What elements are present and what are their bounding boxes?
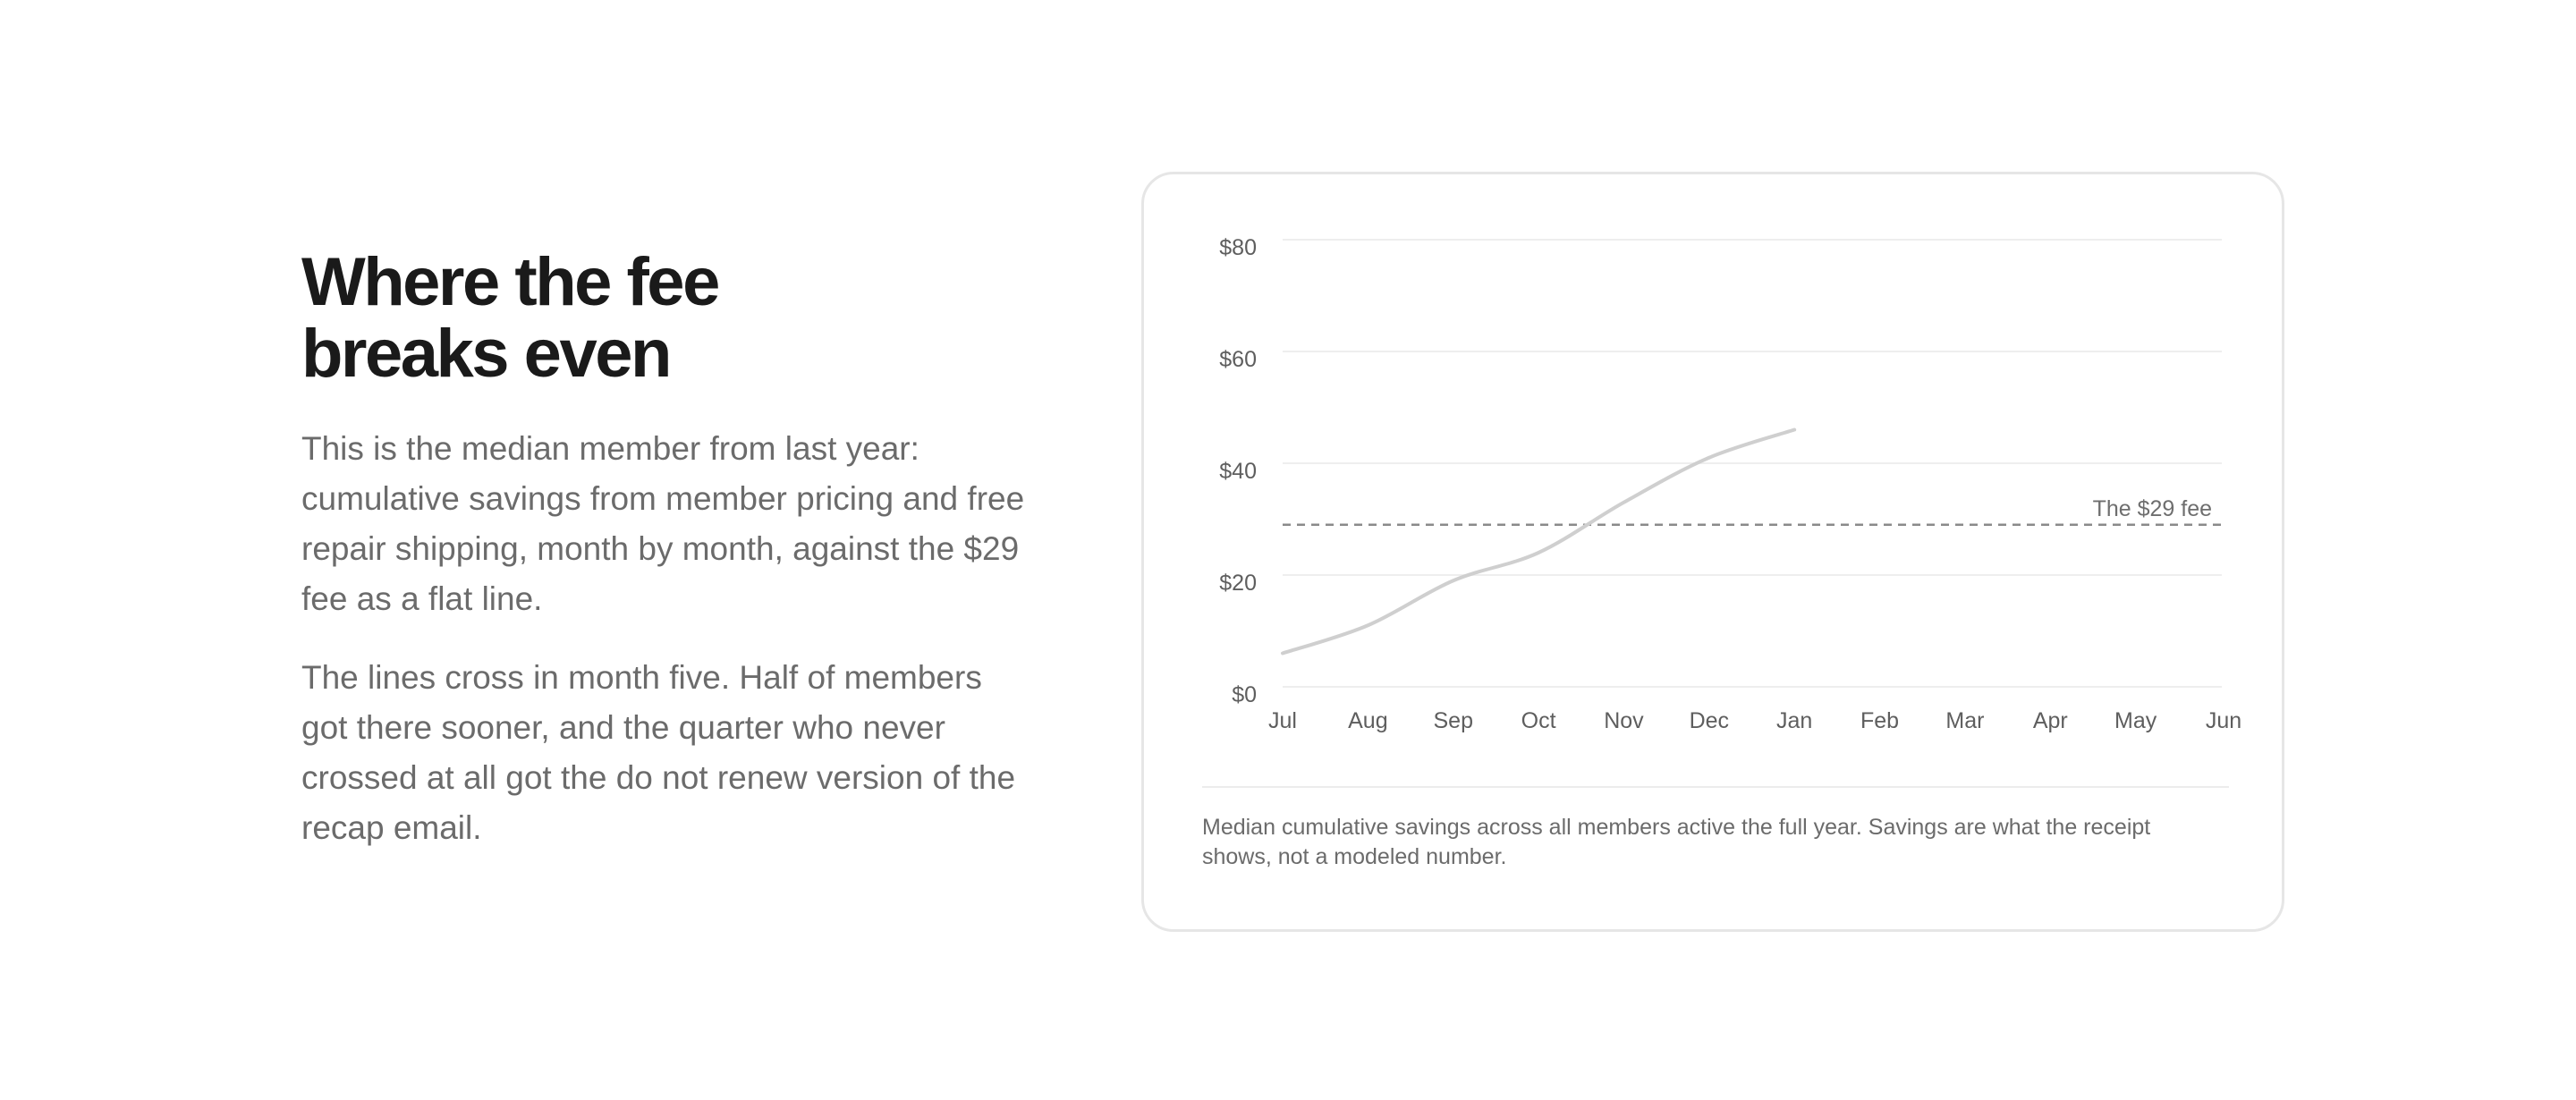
y-axis-ticks: $0 $20 $40 $60 $80 <box>1219 235 1257 707</box>
y-tick-label: $0 <box>1232 682 1257 707</box>
chart-divider <box>1202 786 2229 788</box>
chart-grid <box>1283 239 2222 688</box>
x-tick-label: Apr <box>2033 708 2068 733</box>
x-tick-label: May <box>2114 708 2157 733</box>
savings-series-line <box>1281 427 1797 656</box>
fee-reference-label: The $29 fee <box>2093 496 2212 521</box>
y-tick-label: $80 <box>1219 235 1257 260</box>
x-tick-label: Jan <box>1776 708 1812 733</box>
x-tick-label: Sep <box>1433 708 1472 733</box>
x-tick-label: Oct <box>1521 708 1556 733</box>
x-tick-label: Aug <box>1348 708 1387 733</box>
y-tick-label: $60 <box>1219 347 1257 372</box>
intro-paragraph-2: The lines cross in month five. Half of m… <box>301 659 1016 846</box>
y-tick-label: $20 <box>1219 571 1257 596</box>
x-tick-label: Jun <box>2206 708 2241 733</box>
x-tick-label: Dec <box>1690 708 1729 733</box>
fee-reference: The $29 fee <box>1283 496 2222 526</box>
x-axis-ticks: Jul Aug Sep Oct Nov Dec Jan Feb Mar Apr May Jun <box>1268 708 2241 733</box>
x-tick-label: Feb <box>1860 708 1899 733</box>
intro-paragraph-1: This is the median member from last year… <box>301 430 1025 617</box>
series-layer <box>1281 427 1797 656</box>
title-line-2: breaks even <box>301 316 672 392</box>
section-title: Where the fee breaks even <box>301 247 1035 390</box>
intro-section: Where the fee breaks even This is the me… <box>301 247 1035 853</box>
x-tick-label: Nov <box>1604 708 1644 733</box>
chart-caption: Median cumulative savings across all mem… <box>1202 815 2151 869</box>
x-tick-label: Jul <box>1268 708 1297 733</box>
y-tick-label: $40 <box>1219 459 1257 484</box>
x-tick-label: Mar <box>1945 708 1984 733</box>
title-line-1: Where the fee <box>301 244 720 320</box>
chart-card <box>1141 172 2284 932</box>
